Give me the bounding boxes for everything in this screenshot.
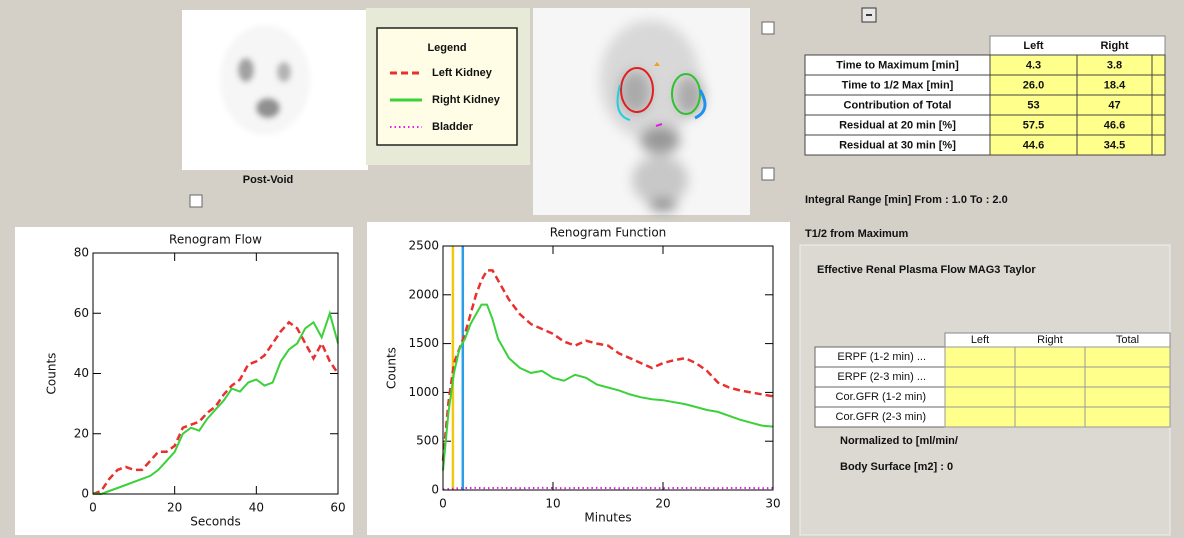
value-cell bbox=[1085, 387, 1170, 407]
value-cell bbox=[1152, 75, 1165, 95]
normalized-label: Normalized to [ml/min/ bbox=[840, 435, 958, 447]
column-header: Left bbox=[971, 334, 989, 346]
y-tick-label: 0 bbox=[431, 483, 439, 497]
results-table: Left Right Time to Maximum [min] 4.3 3.8 Time… bbox=[805, 36, 1165, 155]
y-tick-label: 1000 bbox=[408, 385, 439, 399]
value: 53 bbox=[1027, 99, 1039, 111]
value-cell bbox=[1015, 367, 1085, 387]
value-cell bbox=[1152, 115, 1165, 135]
value-cell bbox=[1015, 407, 1085, 427]
x-tick-label: 20 bbox=[655, 497, 670, 511]
checkbox[interactable] bbox=[762, 168, 774, 180]
chart-frame bbox=[15, 227, 353, 535]
value-cell bbox=[1015, 387, 1085, 407]
y-axis-label: Counts bbox=[385, 347, 399, 389]
x-axis-label: Minutes bbox=[584, 511, 631, 525]
chart-title: Renogram Flow bbox=[169, 233, 262, 247]
value: 4.3 bbox=[1026, 59, 1041, 71]
t-half: T1/2 from Maximum bbox=[805, 228, 909, 240]
row-label: Cor.GFR (1-2 min) bbox=[836, 391, 926, 403]
row-label: Time to 1/2 Max [min] bbox=[842, 79, 954, 91]
y-tick-label: 500 bbox=[416, 434, 439, 448]
value-cell bbox=[945, 347, 1015, 367]
legend-title: Legend bbox=[427, 42, 466, 54]
column-header: Total bbox=[1116, 334, 1139, 346]
value-cell bbox=[1085, 407, 1170, 427]
row-label: Residual at 30 min [%] bbox=[839, 139, 956, 151]
value-cell bbox=[1152, 95, 1165, 115]
value-cell bbox=[945, 407, 1015, 427]
value: 3.8 bbox=[1107, 59, 1122, 71]
value-cell bbox=[945, 387, 1015, 407]
row-label: Time to Maximum [min] bbox=[836, 59, 959, 71]
y-tick-label: 0 bbox=[81, 487, 89, 501]
value-cell bbox=[1152, 55, 1165, 75]
x-tick-label: 0 bbox=[439, 497, 447, 511]
y-tick-label: 60 bbox=[74, 306, 89, 320]
x-axis-label: Seconds bbox=[190, 515, 240, 529]
chart: Renogram Flow 0 20 40 60 80 0 20 40 60 Seconds Coun… bbox=[15, 227, 353, 535]
post-void-activity bbox=[220, 25, 310, 135]
value-cell bbox=[1152, 135, 1165, 155]
y-axis-label: Counts bbox=[45, 353, 59, 395]
row-label: Residual at 20 min [%] bbox=[839, 119, 956, 131]
checkbox[interactable] bbox=[762, 22, 774, 34]
column-header: Right bbox=[1100, 40, 1128, 52]
column-header: Right bbox=[1037, 334, 1063, 346]
erpf-title: Effective Renal Plasma Flow MAG3 Taylor bbox=[817, 264, 1036, 276]
row-label: ERPF (2-3 min) ... bbox=[837, 371, 926, 383]
integral-range: Integral Range [min] From : 1.0 To : 2.0 bbox=[805, 194, 1008, 206]
y-tick-label: 20 bbox=[74, 426, 89, 440]
value-cell bbox=[1085, 347, 1170, 367]
value: 18.4 bbox=[1104, 79, 1126, 91]
value-cell bbox=[945, 367, 1015, 387]
x-tick-label: 60 bbox=[330, 501, 345, 515]
chart-title: Renogram Function bbox=[550, 226, 667, 240]
y-tick-label: 2000 bbox=[408, 287, 439, 301]
legend-label: Right Kidney bbox=[432, 94, 501, 106]
charts: Renogram Flow 0 20 40 60 80 0 20 40 60 Seconds Coun… bbox=[15, 222, 790, 535]
post-void-label: Post-Void bbox=[243, 174, 294, 186]
y-tick-label: 80 bbox=[74, 246, 89, 260]
row-label: ERPF (1-2 min) ... bbox=[837, 351, 926, 363]
column-header: Left bbox=[1023, 40, 1044, 52]
x-tick-label: 30 bbox=[765, 497, 780, 511]
value: 46.6 bbox=[1104, 119, 1125, 131]
value: 44.6 bbox=[1023, 139, 1044, 151]
value: 34.5 bbox=[1104, 139, 1125, 151]
app-window: Post-Void Legend Left Kidney Right Kidney B… bbox=[0, 0, 1184, 538]
row-label: Contribution of Total bbox=[844, 99, 952, 111]
value: 57.5 bbox=[1023, 119, 1044, 131]
x-tick-label: 40 bbox=[249, 501, 264, 515]
value-cell bbox=[1015, 347, 1085, 367]
chart: Renogram Function 0 500 1000 1500 2000 2500 0 10… bbox=[367, 222, 790, 535]
y-tick-label: 40 bbox=[74, 366, 89, 380]
y-tick-label: 1500 bbox=[408, 336, 439, 350]
x-tick-label: 20 bbox=[167, 501, 182, 515]
page: {"post_void": {"label": "Post-Void"}, "l… bbox=[0, 0, 1184, 538]
body-surface-label: Body Surface [m2] : 0 bbox=[840, 461, 953, 473]
value-cell bbox=[1085, 367, 1170, 387]
x-tick-label: 0 bbox=[89, 501, 97, 515]
erpf-table: Left Right Total ERPF (1-2 min) ... ERPF (2-… bbox=[815, 333, 1170, 427]
value: 26.0 bbox=[1023, 79, 1044, 91]
legend-label: Bladder bbox=[432, 121, 474, 133]
legend-label: Left Kidney bbox=[432, 67, 493, 79]
y-tick-label: 2500 bbox=[408, 239, 439, 253]
checkbox[interactable] bbox=[190, 195, 202, 207]
row-label: Cor.GFR (2-3 min) bbox=[836, 411, 926, 423]
header-cell bbox=[990, 36, 1165, 55]
value: 47 bbox=[1108, 99, 1120, 111]
x-tick-label: 10 bbox=[545, 497, 560, 511]
